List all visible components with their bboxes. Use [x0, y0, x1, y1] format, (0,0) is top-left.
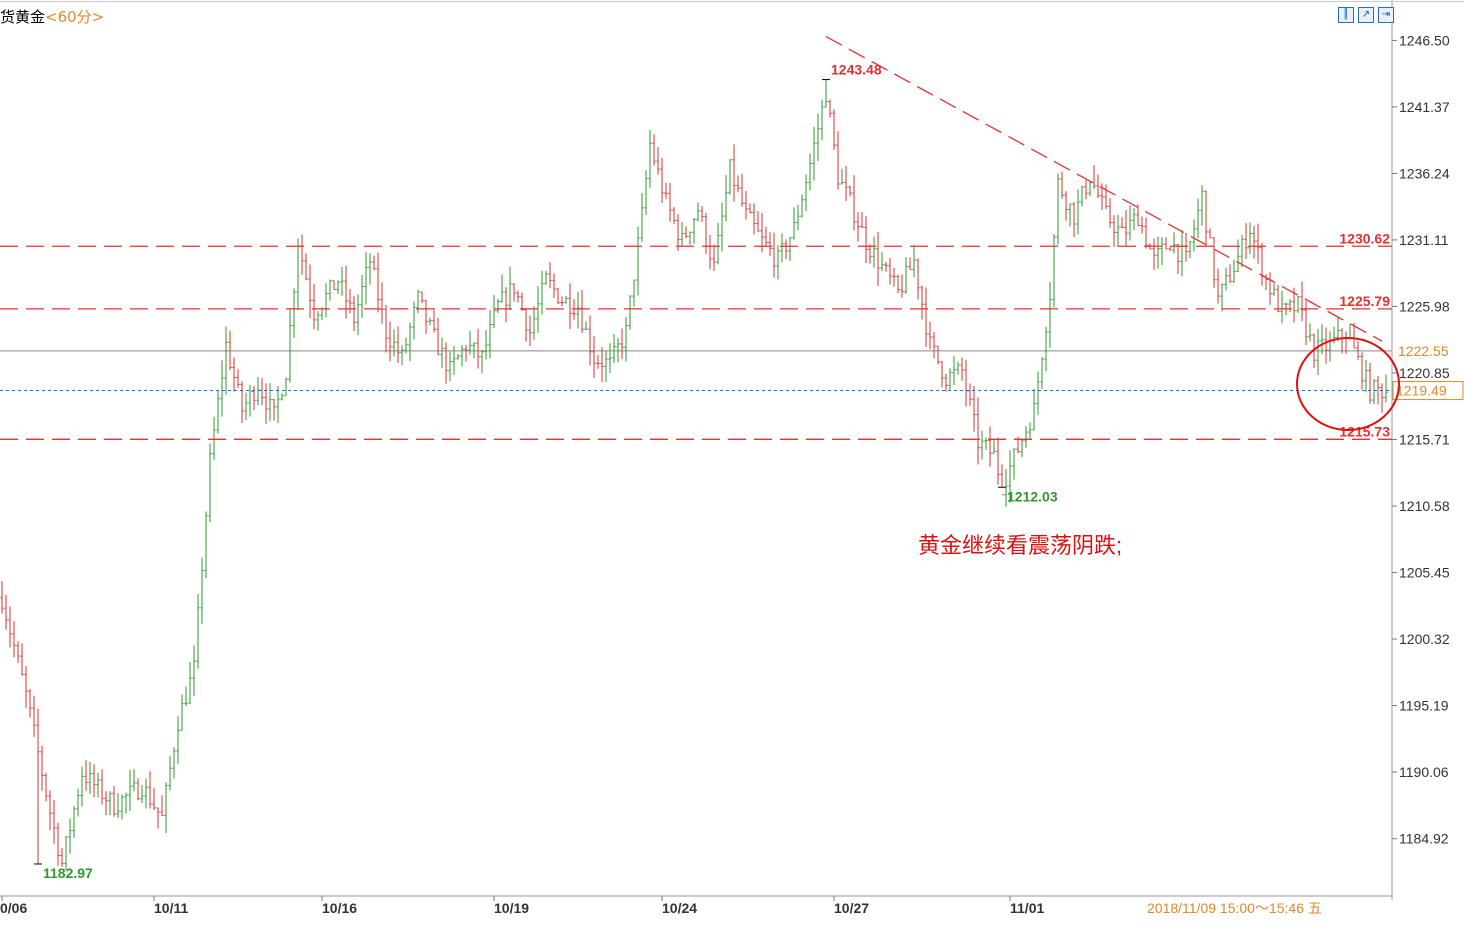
chart-title: 货黄金<60分> [0, 6, 104, 27]
y-tick-label: 1231.11 [1399, 232, 1449, 248]
y-tick-label: 1200.32 [1399, 631, 1450, 647]
level-label: 1230.62 [1339, 230, 1390, 246]
x-tick-label: 10/19 [494, 900, 529, 916]
extreme-label: 1212.03 [1007, 488, 1058, 504]
current-price-label: 1219.49 [1396, 383, 1447, 399]
y-tick-label: 1225.98 [1399, 298, 1450, 314]
expand-icon[interactable]: ⇥ [1378, 7, 1394, 23]
current-price-tag [1392, 381, 1464, 401]
x-tick-label: 0/06 [0, 900, 27, 916]
y-tick-label: 1220.85 [1399, 365, 1450, 381]
x-tick-label: 11/01 [1010, 900, 1044, 916]
annotation-text: 黄金继续看震荡阴跌; [918, 533, 1122, 558]
y-tick-label: 1184.92 [1399, 831, 1449, 847]
y-tick-label: 1246.50 [1399, 32, 1450, 48]
y-tick-label: 1190.06 [1399, 764, 1449, 780]
timestamp-label: 2018/11/09 15:00～15:46 五 [1147, 900, 1322, 916]
extreme-label: 1182.97 [43, 865, 93, 881]
chart-mode-icon[interactable]: ║ [1338, 7, 1354, 23]
highlight-circle [1296, 337, 1400, 431]
x-tick-label: 10/24 [662, 900, 697, 916]
level-label: 1215.73 [1339, 423, 1390, 439]
x-tick-label: 10/16 [322, 900, 357, 916]
y-tick-label: 1205.45 [1399, 565, 1450, 581]
extreme-label: 1243.48 [831, 62, 882, 78]
x-tick-label: 10/27 [834, 900, 869, 916]
x-tick-label: 10/11 [154, 900, 188, 916]
reference-price-label: 1222.55 [1398, 343, 1449, 359]
y-tick-label: 1210.58 [1399, 498, 1450, 514]
y-tick-label: 1195.19 [1399, 698, 1449, 714]
level-label: 1225.79 [1339, 293, 1390, 309]
period-label: <60分> [45, 8, 105, 26]
symbol-name: 货黄金 [0, 8, 46, 26]
y-tick-label: 1241.37 [1399, 99, 1450, 115]
y-tick-label: 1215.71 [1399, 432, 1450, 448]
trend-line [825, 35, 1383, 342]
draw-line-icon[interactable]: ↗ [1358, 7, 1374, 23]
y-tick-label: 1236.24 [1399, 165, 1450, 181]
